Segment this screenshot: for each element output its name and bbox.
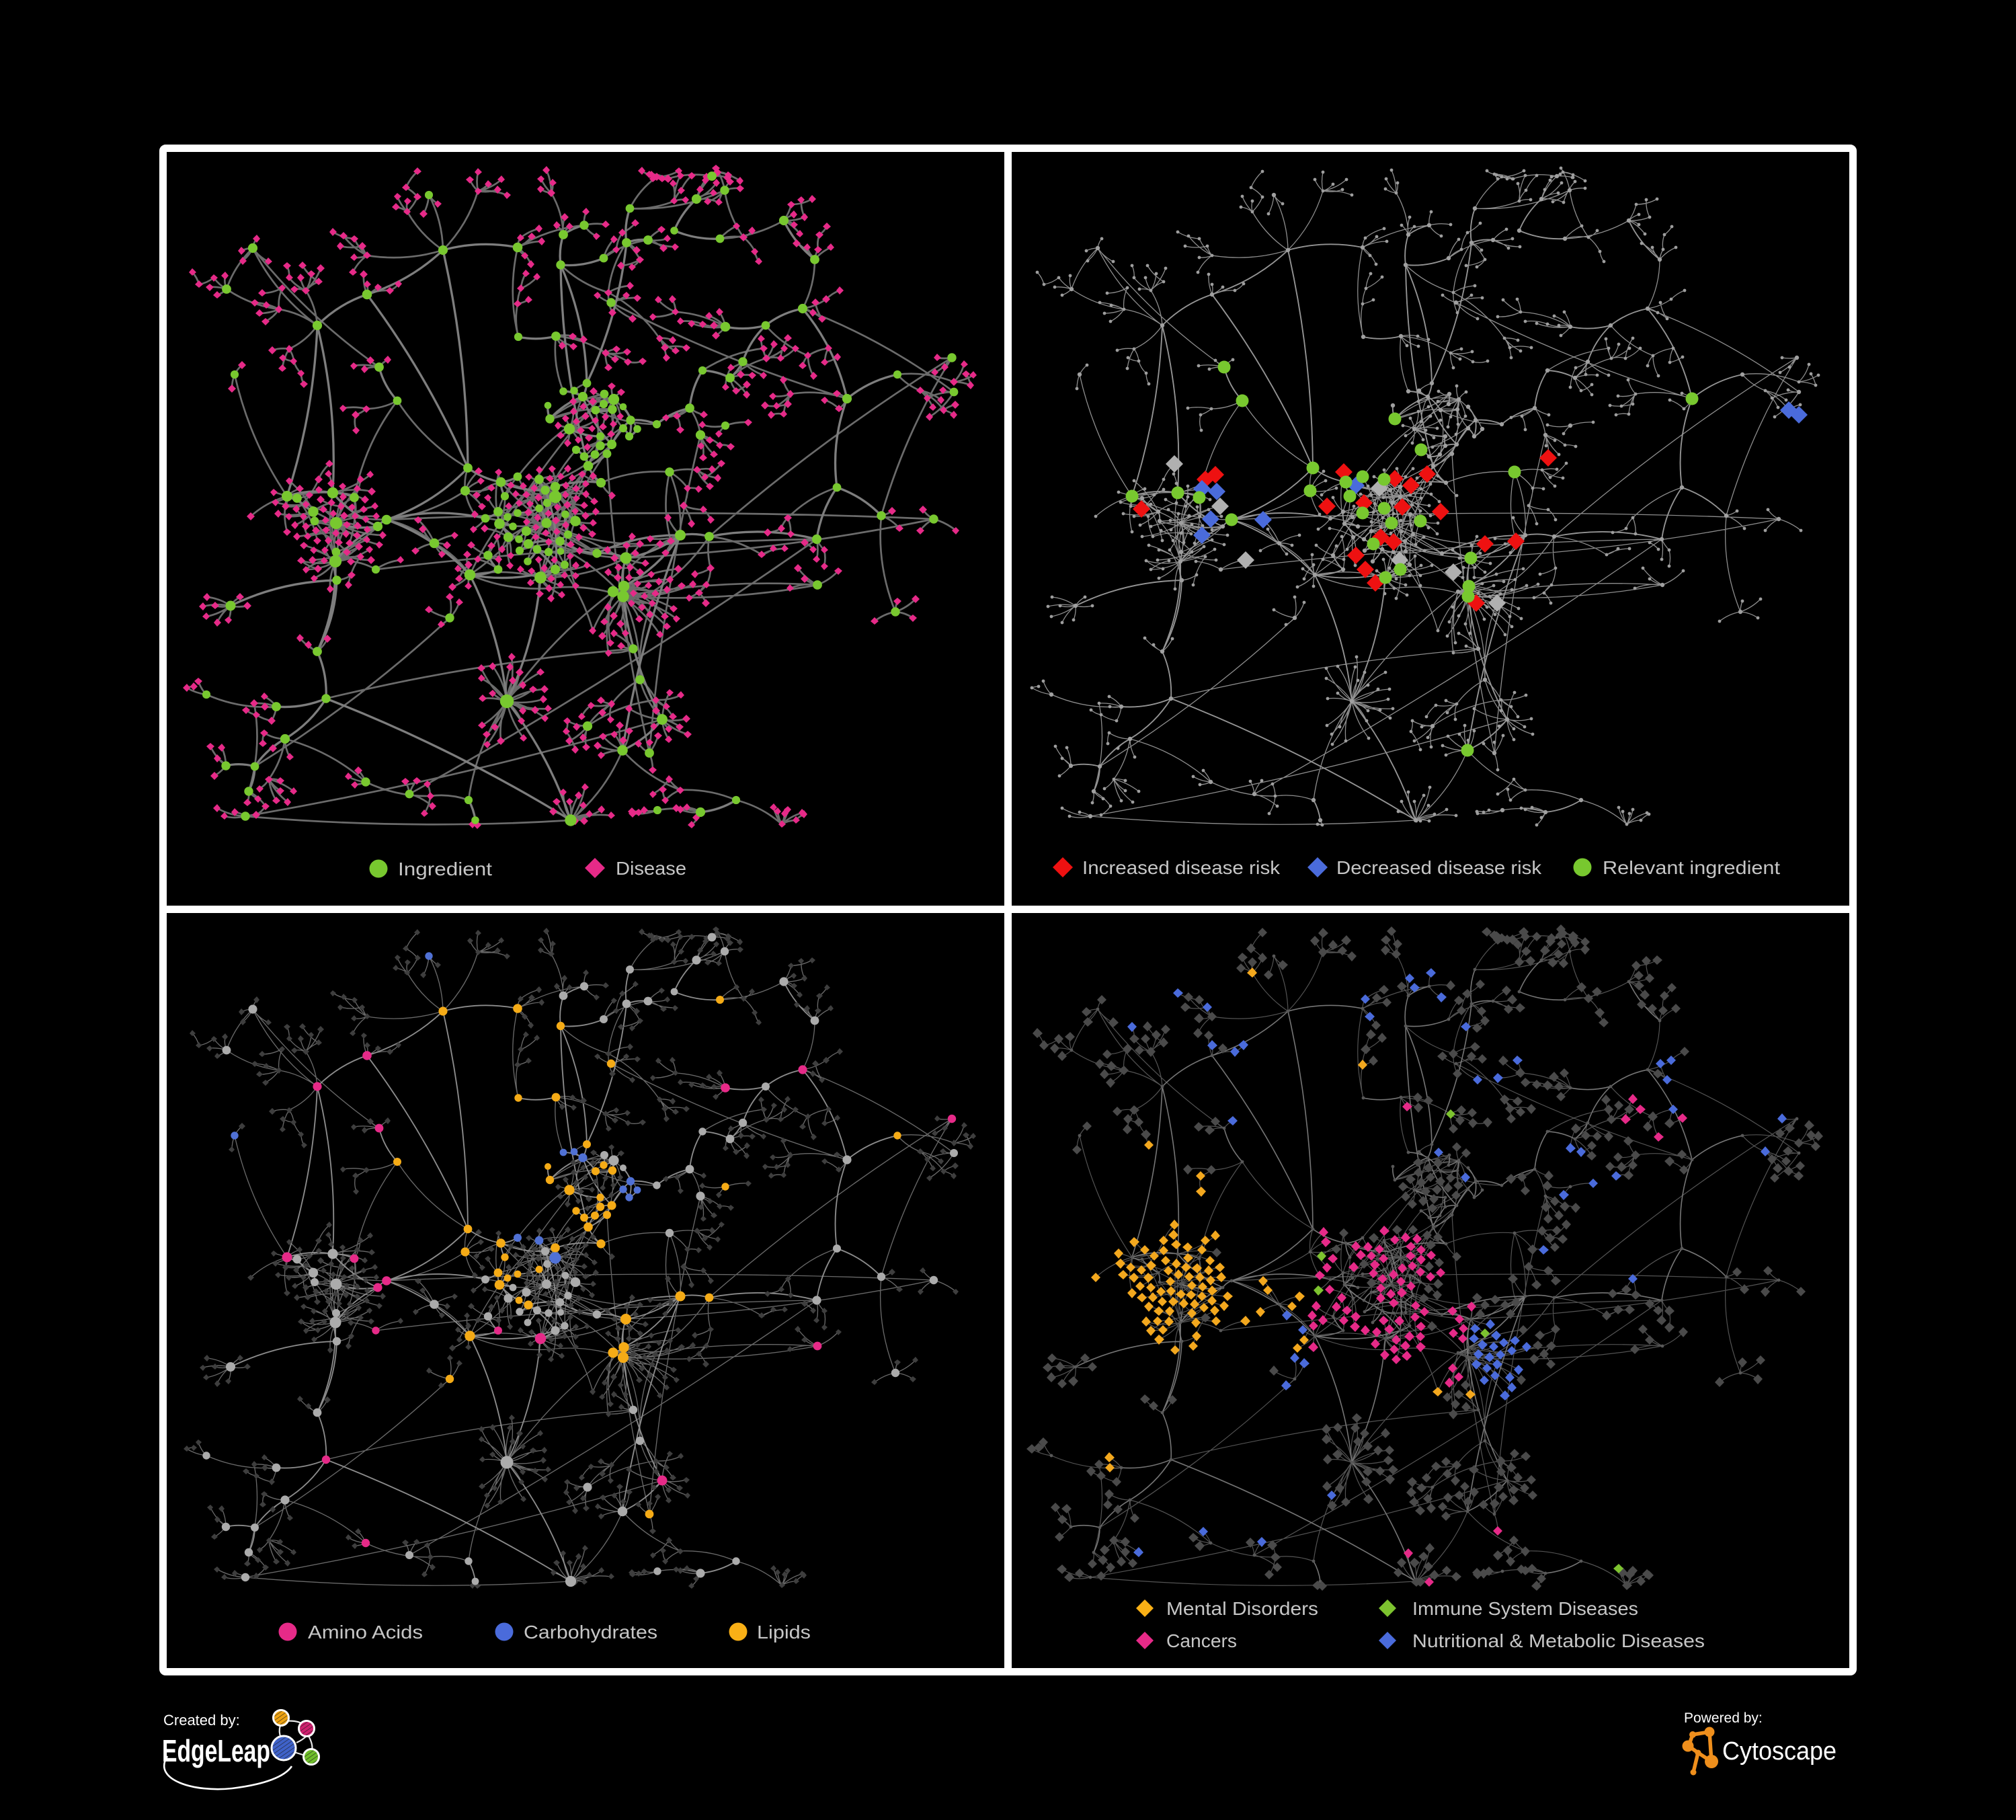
svg-text:Powered by:: Powered by:	[1684, 1710, 1763, 1726]
svg-text:Decreased disease risk: Decreased disease risk	[1336, 857, 1542, 878]
svg-text:Disease: Disease	[616, 858, 686, 879]
svg-text:Cytoscape: Cytoscape	[1722, 1737, 1837, 1766]
svg-text:Mental Disorders: Mental Disorders	[1166, 1598, 1318, 1619]
svg-text:Carbohydrates: Carbohydrates	[524, 1622, 657, 1643]
svg-text:Cancers: Cancers	[1166, 1630, 1237, 1651]
svg-text:Relevant ingredient: Relevant ingredient	[1603, 857, 1780, 878]
svg-text:Ingredient: Ingredient	[398, 859, 492, 879]
svg-text:Nutritional & Metabolic Diseas: Nutritional & Metabolic Diseases	[1412, 1630, 1705, 1651]
svg-text:Immune System Diseases: Immune System Diseases	[1412, 1598, 1638, 1619]
svg-text:Created by:: Created by:	[163, 1712, 240, 1729]
svg-text:Amino Acids: Amino Acids	[308, 1622, 423, 1643]
svg-text:Lipids: Lipids	[757, 1622, 811, 1643]
svg-text:Increased disease risk: Increased disease risk	[1082, 857, 1281, 878]
svg-text:EdgeLeap: EdgeLeap	[162, 1733, 270, 1768]
